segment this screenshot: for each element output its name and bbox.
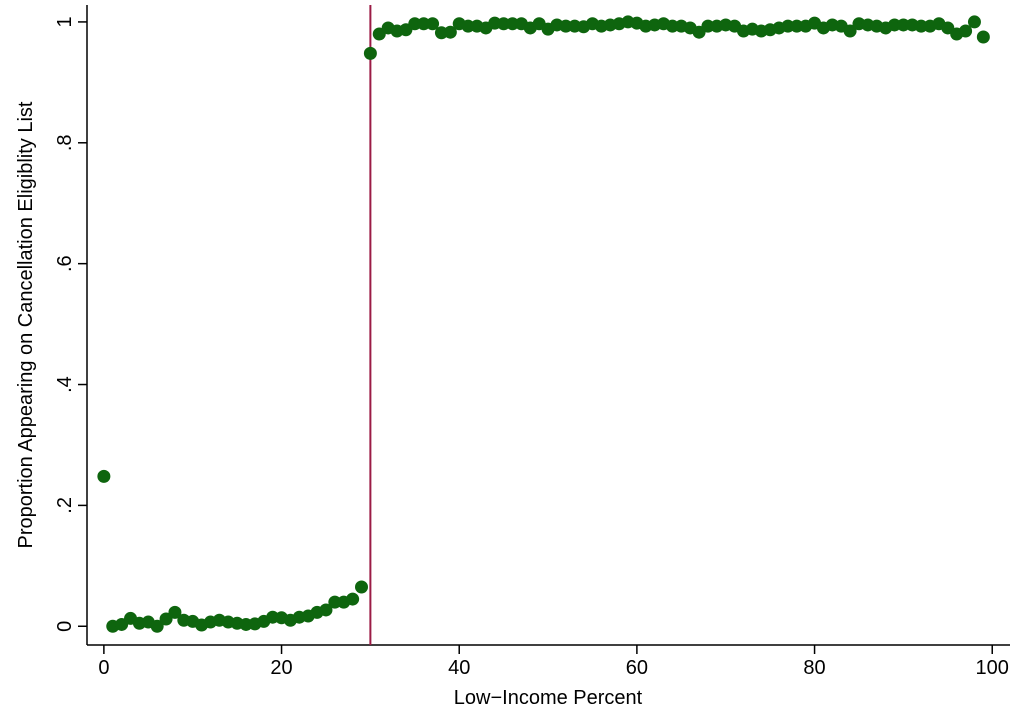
point — [150, 619, 164, 633]
y-tick-label: .8 — [54, 134, 76, 151]
point — [159, 612, 173, 626]
x-tick-label: 60 — [626, 657, 648, 679]
y-axis-label: Proportion Appearing on Cancellation Eli… — [15, 101, 37, 548]
x-tick-label: 0 — [98, 657, 109, 679]
point — [346, 592, 360, 606]
y-tick-label: .6 — [54, 255, 76, 272]
point — [328, 595, 342, 609]
point — [97, 469, 111, 483]
point — [461, 19, 475, 33]
point — [363, 46, 377, 60]
point — [408, 17, 422, 31]
point — [168, 605, 182, 619]
point — [443, 25, 457, 39]
point — [888, 18, 902, 32]
point — [701, 19, 715, 33]
y-tick-label: .4 — [54, 376, 76, 393]
y-tick-label: 0 — [54, 621, 76, 632]
point — [896, 18, 910, 32]
x-tick-label: 20 — [270, 657, 292, 679]
point — [790, 19, 804, 33]
point — [781, 19, 795, 33]
point — [355, 580, 369, 594]
x-tick-label: 80 — [803, 657, 825, 679]
point — [426, 17, 440, 31]
point — [319, 603, 333, 617]
point — [506, 17, 520, 31]
y-tick-label: .2 — [54, 497, 76, 514]
point — [559, 19, 573, 33]
x-tick-label: 100 — [976, 657, 1009, 679]
point — [959, 24, 973, 38]
point — [967, 15, 981, 29]
point — [665, 19, 679, 33]
point — [417, 17, 431, 31]
x-axis-label: Low−Income Percent — [454, 687, 643, 709]
y-tick-label: 1 — [54, 16, 76, 27]
x-tick-label: 40 — [448, 657, 470, 679]
point — [914, 19, 928, 33]
point — [843, 24, 857, 38]
point — [976, 30, 990, 44]
point — [497, 17, 511, 31]
